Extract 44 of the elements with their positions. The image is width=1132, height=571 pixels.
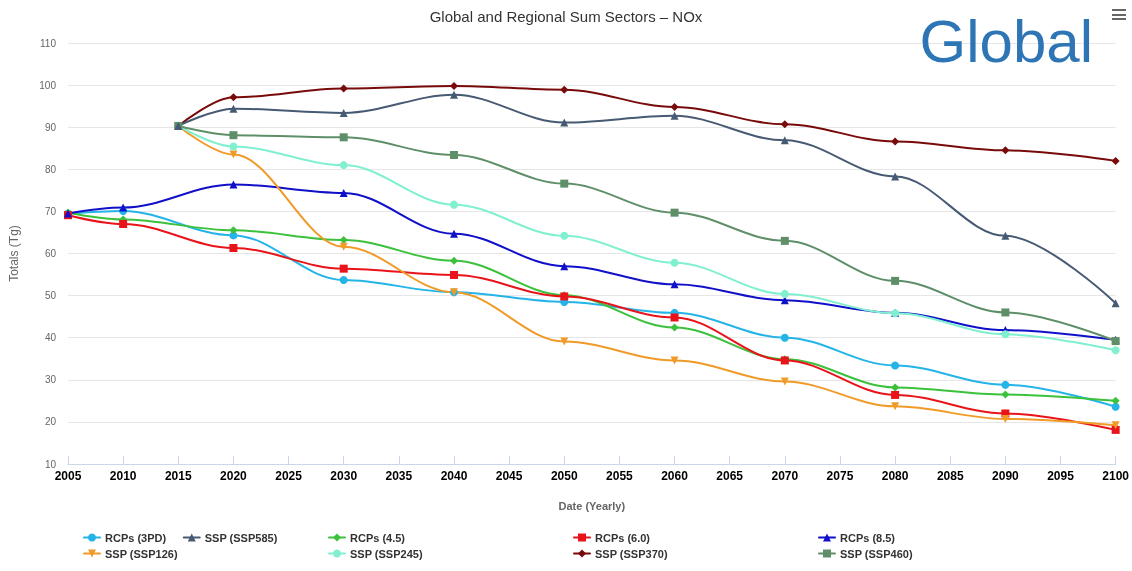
x-tick-label: 2080 bbox=[881, 469, 909, 483]
y-tick-label: 40 bbox=[44, 332, 57, 344]
x-tick-label: 2085 bbox=[936, 469, 964, 483]
x-tick-label: 2020 bbox=[220, 469, 248, 483]
x-tick-label: 2005 bbox=[54, 469, 82, 483]
legend-label: SSP (SSP126) bbox=[105, 547, 178, 560]
x-tick-label: 2095 bbox=[1047, 469, 1075, 483]
x-tick-label: 2060 bbox=[661, 469, 689, 483]
x-tick-label: 2065 bbox=[716, 469, 744, 483]
legend-label: SSP (SSP370) bbox=[595, 547, 668, 560]
legend-label: RCPs (4.5) bbox=[350, 531, 406, 544]
x-tick-label: 2075 bbox=[826, 469, 854, 483]
x-tick-label: 2070 bbox=[771, 469, 799, 483]
x-axis-title: Date (Yearly) bbox=[558, 499, 626, 512]
x-tick-label: 2030 bbox=[330, 469, 358, 483]
y-tick-label: 30 bbox=[44, 374, 57, 386]
y-tick-label: 80 bbox=[44, 163, 57, 175]
x-tick-label: 2050 bbox=[550, 469, 578, 483]
x-tick-label: 2100 bbox=[1102, 469, 1130, 483]
legend-label: SSP (SSP585) bbox=[204, 531, 278, 544]
y-tick-label: 50 bbox=[44, 290, 57, 302]
x-tick-label: 2040 bbox=[440, 469, 468, 483]
y-tick-label: 70 bbox=[44, 205, 57, 217]
y-tick-label: 60 bbox=[44, 248, 57, 259]
y-tick-label: 100 bbox=[39, 79, 57, 91]
x-tick-label: 2010 bbox=[109, 469, 137, 483]
y-tick-label: 20 bbox=[44, 416, 57, 428]
y-tick-label: 10 bbox=[44, 458, 57, 470]
x-tick-label: 2090 bbox=[992, 469, 1020, 483]
y-tick-label: 90 bbox=[44, 121, 57, 133]
x-tick-label: 2035 bbox=[385, 469, 413, 483]
x-tick-label: 2015 bbox=[164, 469, 192, 483]
x-tick-label: 2055 bbox=[606, 469, 634, 483]
legend-label: RCPs (8.5) bbox=[840, 531, 896, 544]
legend-label: RCPs (3PD) bbox=[105, 531, 167, 544]
y-tick-label: 110 bbox=[40, 37, 57, 49]
annotation: Global bbox=[919, 7, 1093, 75]
x-tick-label: 2045 bbox=[495, 469, 523, 483]
legend-label: SSP (SSP460) bbox=[840, 547, 913, 560]
legend-label: SSP (SSP245) bbox=[350, 547, 423, 560]
legend-label: RCPs (6.0) bbox=[595, 531, 651, 544]
chart-title: Global and Regional Sum Sectors – NOx bbox=[429, 8, 703, 25]
y-axis-title: Totals (Tg) bbox=[7, 225, 21, 282]
x-tick-label: 2025 bbox=[275, 469, 303, 483]
